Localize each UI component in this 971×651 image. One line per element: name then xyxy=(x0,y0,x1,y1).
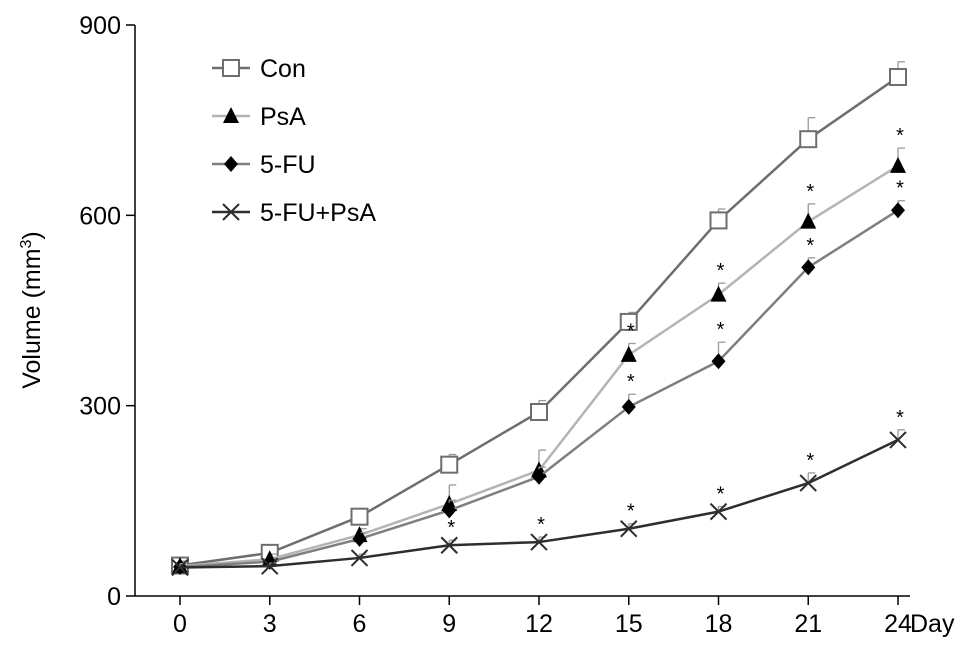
x-tick-label-0: 0 xyxy=(173,610,187,638)
x-tick-label-3: 3 xyxy=(263,610,277,638)
series-3-point-5 xyxy=(620,520,638,538)
series-3-star-3: * xyxy=(447,517,455,539)
series-1-star-8: * xyxy=(896,125,904,147)
series-3-point-2-stroke-b xyxy=(350,549,369,567)
series-0-point-6 xyxy=(709,211,728,230)
series-0-point-2 xyxy=(350,507,369,526)
series-3-point-1 xyxy=(261,557,279,575)
legend-marker-3-stroke-b xyxy=(222,203,240,221)
series-3 xyxy=(171,429,907,577)
series-2-star-6: * xyxy=(717,319,725,341)
series-3-point-3 xyxy=(440,536,458,554)
series-3-point-3-stroke-b xyxy=(440,536,458,554)
x-axis-title: Day xyxy=(910,610,955,638)
series-2-star-8: * xyxy=(896,178,904,200)
x-tick-label-12: 12 xyxy=(525,610,553,638)
series-1-star-5: * xyxy=(627,320,635,342)
legend-label-0: Con xyxy=(260,55,306,83)
series-0 xyxy=(171,61,907,575)
series-3-point-1-stroke-b xyxy=(261,557,279,575)
y-axis-title: Volume (mm3) xyxy=(18,231,46,389)
y-tick-label-300: 300 xyxy=(79,393,121,421)
legend: Con PsA 5-FU 5-FU+PsA xyxy=(212,55,376,227)
series-3-star-6: * xyxy=(717,484,725,506)
series-3-point-5-stroke-b xyxy=(620,520,638,538)
series-3-star-7: * xyxy=(806,450,814,472)
series-0-point-8 xyxy=(889,68,907,87)
series-1-point-5 xyxy=(620,345,637,362)
x-tick-label-9: 9 xyxy=(442,610,456,638)
legend-item-2: 5-FU xyxy=(212,151,316,179)
series-3-star-5: * xyxy=(627,501,635,523)
significance-markers: * * * * * * * * * * * * * * xyxy=(447,125,904,539)
series-1-point-6 xyxy=(710,285,727,302)
y-tick-label-0: 0 xyxy=(107,583,121,611)
y-ticks: 0 300 600 900 xyxy=(79,12,135,611)
y-tick-label-900: 900 xyxy=(79,12,121,40)
series-3-point-0-stroke-b xyxy=(171,558,189,577)
series-0-point-5 xyxy=(619,312,638,331)
series-3-point-7 xyxy=(799,474,817,492)
series-3-point-2 xyxy=(350,549,369,567)
series-1-star-6: * xyxy=(717,260,725,282)
legend-item-0: Con xyxy=(212,55,306,83)
legend-marker-1 xyxy=(223,107,239,123)
series-3-star-8: * xyxy=(896,407,904,429)
series-2-star-7: * xyxy=(806,235,814,257)
series-3-point-4-stroke-b xyxy=(530,533,548,551)
legend-marker-0 xyxy=(222,59,240,77)
y-tick-label-600: 600 xyxy=(79,202,121,230)
series-3-star-4: * xyxy=(537,514,545,536)
series-2-point-5 xyxy=(621,398,636,415)
series-3-point-8 xyxy=(889,431,907,449)
series-2-point-2 xyxy=(352,530,367,547)
series-1-point-7 xyxy=(800,212,817,229)
legend-label-1: PsA xyxy=(260,103,306,131)
series-3-point-6-stroke-b xyxy=(709,502,728,521)
series-2 xyxy=(173,200,905,575)
legend-marker-3 xyxy=(222,203,240,221)
x-tick-label-21: 21 xyxy=(794,610,822,638)
series-2-point-4 xyxy=(532,468,546,485)
x-tick-label-6: 6 xyxy=(353,610,367,638)
legend-label-3: 5-FU+PsA xyxy=(260,199,376,227)
series-0-point-3 xyxy=(440,455,459,474)
series-3-point-4 xyxy=(530,533,548,551)
series-0-point-4 xyxy=(530,403,548,422)
x-tick-label-15: 15 xyxy=(615,610,643,638)
legend-item-1: PsA xyxy=(212,103,306,131)
x-tick-label-18: 18 xyxy=(705,610,733,638)
series-2-point-3 xyxy=(442,502,457,519)
legend-item-3: 5-FU+PsA xyxy=(212,199,376,227)
series-0-point-7 xyxy=(799,130,818,149)
series-3-point-8-stroke-b xyxy=(889,431,907,449)
series-1-star-7: * xyxy=(806,181,814,203)
legend-marker-2 xyxy=(224,156,238,172)
series-2-point-8 xyxy=(891,202,905,219)
legend-label-2: 5-FU xyxy=(260,151,316,179)
series-3-point-0 xyxy=(171,558,189,577)
series-2-point-7 xyxy=(801,259,816,276)
series-1-point-8 xyxy=(890,156,906,173)
series-3-point-7-stroke-b xyxy=(799,474,817,492)
series-2-point-6 xyxy=(711,353,726,370)
x-ticks: 0 3 6 9 12 15 18 21 24 xyxy=(173,596,912,638)
x-tick-label-24: 24 xyxy=(884,610,912,638)
y-axis-title-superscript: 3 xyxy=(18,239,35,248)
series-3-point-6 xyxy=(709,502,728,521)
series-2-star-5: * xyxy=(627,371,635,393)
series-layer xyxy=(171,61,907,577)
